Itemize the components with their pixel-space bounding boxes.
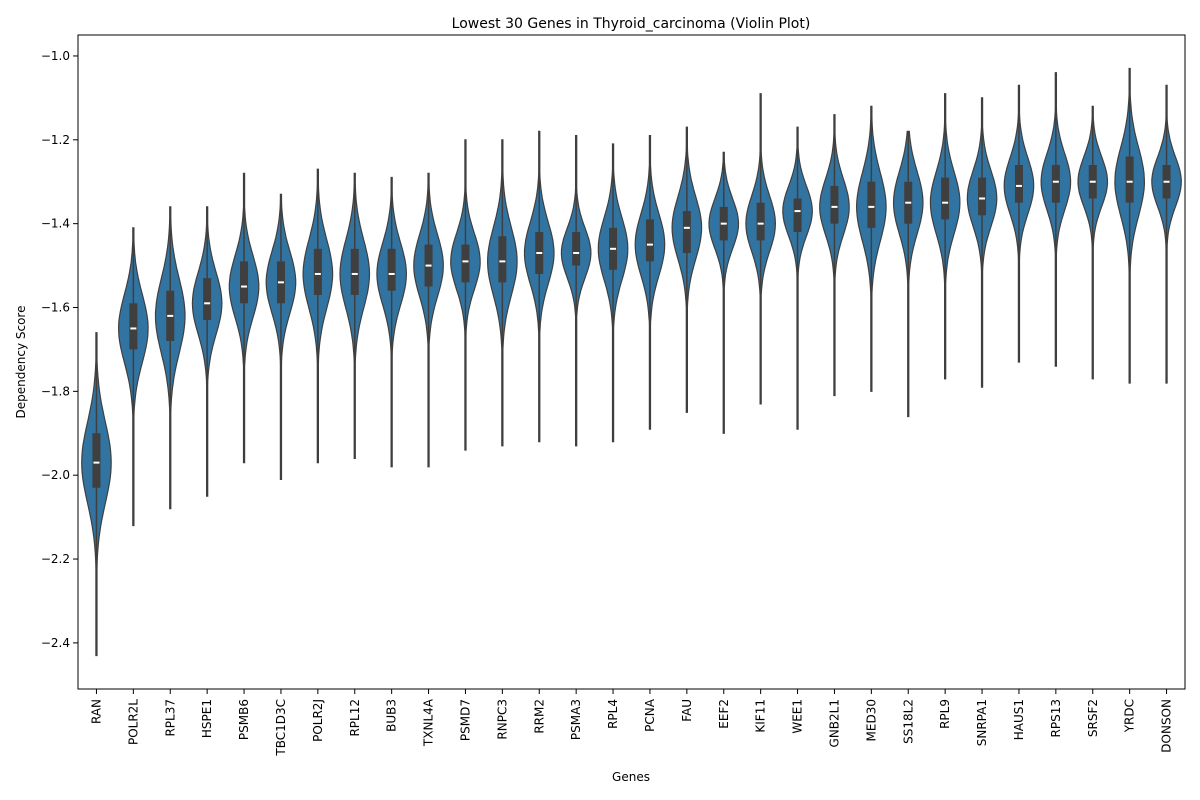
x-tick-label: RPL12 (348, 699, 362, 737)
x-tick-label: RRM2 (532, 699, 546, 734)
x-tick-label: SRSF2 (1086, 699, 1100, 737)
violin-box (978, 177, 987, 216)
x-tick-label: PSMA3 (569, 699, 583, 740)
violin-box (867, 181, 876, 228)
x-tick-label: POLR2L (126, 699, 140, 745)
violin-box (92, 433, 101, 488)
y-tick-label: −2.2 (41, 552, 70, 566)
x-tick-label: BUB3 (385, 699, 399, 732)
x-tick-label: SNRPA1 (975, 699, 989, 746)
violin-box (387, 248, 396, 291)
x-axis-label: Genes (612, 770, 650, 784)
violin-box (645, 219, 654, 262)
x-tick-label: TXNL4A (422, 698, 436, 747)
violin-box (1051, 164, 1060, 203)
violin-box (129, 303, 138, 350)
violin-box (350, 248, 359, 295)
violin-box (1014, 164, 1023, 203)
violin-box (793, 198, 802, 233)
violin-box (203, 278, 212, 321)
chart-title: Lowest 30 Genes in Thyroid_carcinoma (Vi… (452, 16, 811, 32)
violin-box (682, 211, 691, 253)
violin-box (498, 236, 507, 283)
x-tick-label: EEF2 (717, 699, 731, 729)
x-tick-label: PCNA (643, 698, 657, 732)
y-tick-label: −2.0 (41, 468, 70, 482)
x-tick-label: RNPC3 (495, 699, 509, 740)
x-tick-label: SS18L2 (901, 699, 915, 744)
x-tick-label: MED30 (864, 699, 878, 741)
y-axis: −2.4 −2.2 −2.0 −1.8 −1.6 −1.4 −1.2 −1.0 (41, 49, 78, 650)
violin-box (756, 202, 765, 241)
x-tick-label: HAUS1 (1012, 699, 1026, 740)
x-tick-label: RPL4 (606, 699, 620, 729)
x-tick-label: PSMD7 (458, 699, 472, 741)
violin-box (830, 185, 839, 224)
x-tick-label: RPL9 (938, 699, 952, 729)
x-tick-label: TBC1D3C (274, 699, 288, 757)
x-tick-label: GNB2L1 (827, 699, 841, 747)
x-tick-label: YRDC (1123, 699, 1137, 733)
plot-frame (77, 34, 1186, 690)
x-tick-label: FAU (680, 699, 694, 722)
x-tick-label: DONSON (1160, 699, 1174, 753)
x-tick-label: RPL37 (163, 699, 177, 737)
x-tick-label: POLR2J (311, 699, 325, 742)
violins-group (81, 67, 1182, 657)
violin-box (461, 244, 470, 283)
x-tick-label: RPS13 (1049, 699, 1063, 737)
y-tick-label: −1.2 (41, 133, 70, 147)
y-tick-label: −1.6 (41, 301, 70, 315)
violin-box (941, 177, 950, 220)
violin-box (313, 248, 322, 295)
violin-box (1125, 156, 1134, 203)
violin-box (572, 232, 581, 266)
x-tick-label: HSPE1 (200, 699, 214, 738)
x-tick-label: WEE1 (791, 699, 805, 734)
x-tick-label: RAN (89, 699, 103, 724)
y-tick-label: −1.4 (41, 217, 70, 231)
y-tick-label: −1.8 (41, 384, 70, 398)
x-tick-label: KIF11 (754, 699, 768, 733)
y-tick-label: −2.4 (41, 636, 70, 650)
x-axis: RAN POLR2L RPL37 HSPE1 PSMB6 TBC1D3C POLR2J RPL… (89, 689, 1174, 757)
x-tick-label: PSMB6 (237, 699, 251, 740)
y-axis-label: Dependency Score (14, 306, 28, 419)
y-tick-label: −1.0 (41, 49, 70, 63)
violin-box (240, 261, 249, 304)
